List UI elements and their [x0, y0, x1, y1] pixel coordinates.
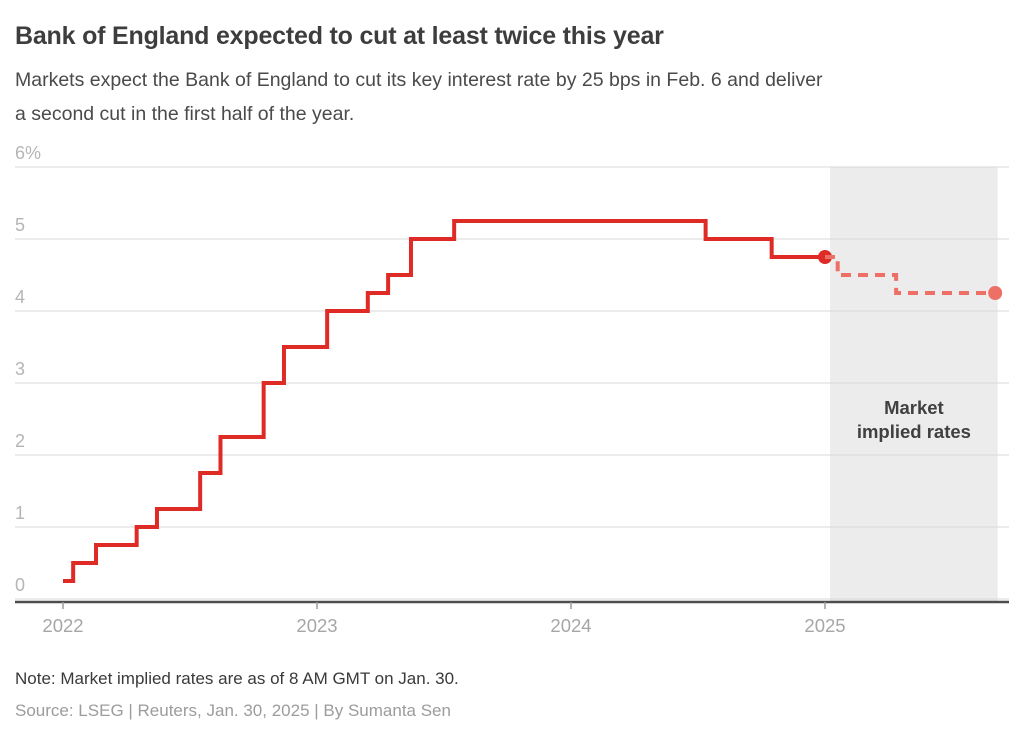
y-tick-label: 2: [15, 431, 25, 451]
chart-title: Bank of England expected to cut at least…: [15, 22, 664, 50]
x-tick-label: 2023: [296, 615, 337, 636]
shaded-forecast-region: [830, 167, 998, 602]
chart-subtitle-line-1: Markets expect the Bank of England to cu…: [15, 69, 823, 91]
y-tick-label: 3: [15, 359, 25, 379]
y-tick-label: 5: [15, 215, 25, 235]
x-tick-label: 2024: [550, 615, 591, 636]
chart-subtitle-line-2: a second cut in the first half of the ye…: [15, 103, 355, 125]
chart-subtitle: Markets expect the Bank of England to cu…: [15, 63, 823, 131]
market-implied-rates-label: implied rates: [857, 421, 971, 442]
y-tick-label: 6%: [15, 143, 41, 163]
x-tick-label: 2022: [42, 615, 83, 636]
y-tick-label: 0: [15, 575, 25, 595]
y-tick-label: 4: [15, 287, 25, 307]
implied-rate-line: [825, 255, 996, 295]
history-rate-line: [63, 219, 825, 583]
y-tick-label: 1: [15, 503, 25, 523]
market-implied-rates-label: Market: [884, 397, 944, 418]
chart-source: Source: LSEG | Reuters, Jan. 30, 2025 | …: [15, 701, 451, 720]
implied-end-dot: [988, 286, 1003, 300]
rate-step-chart: 0 1 2 3 4 5 6% 2022 2023 2024 2025 Market implied ra…: [15, 143, 1009, 636]
x-tick-label: 2025: [804, 615, 845, 636]
chart-note: Note: Market implied rates are as of 8 A…: [15, 669, 459, 688]
